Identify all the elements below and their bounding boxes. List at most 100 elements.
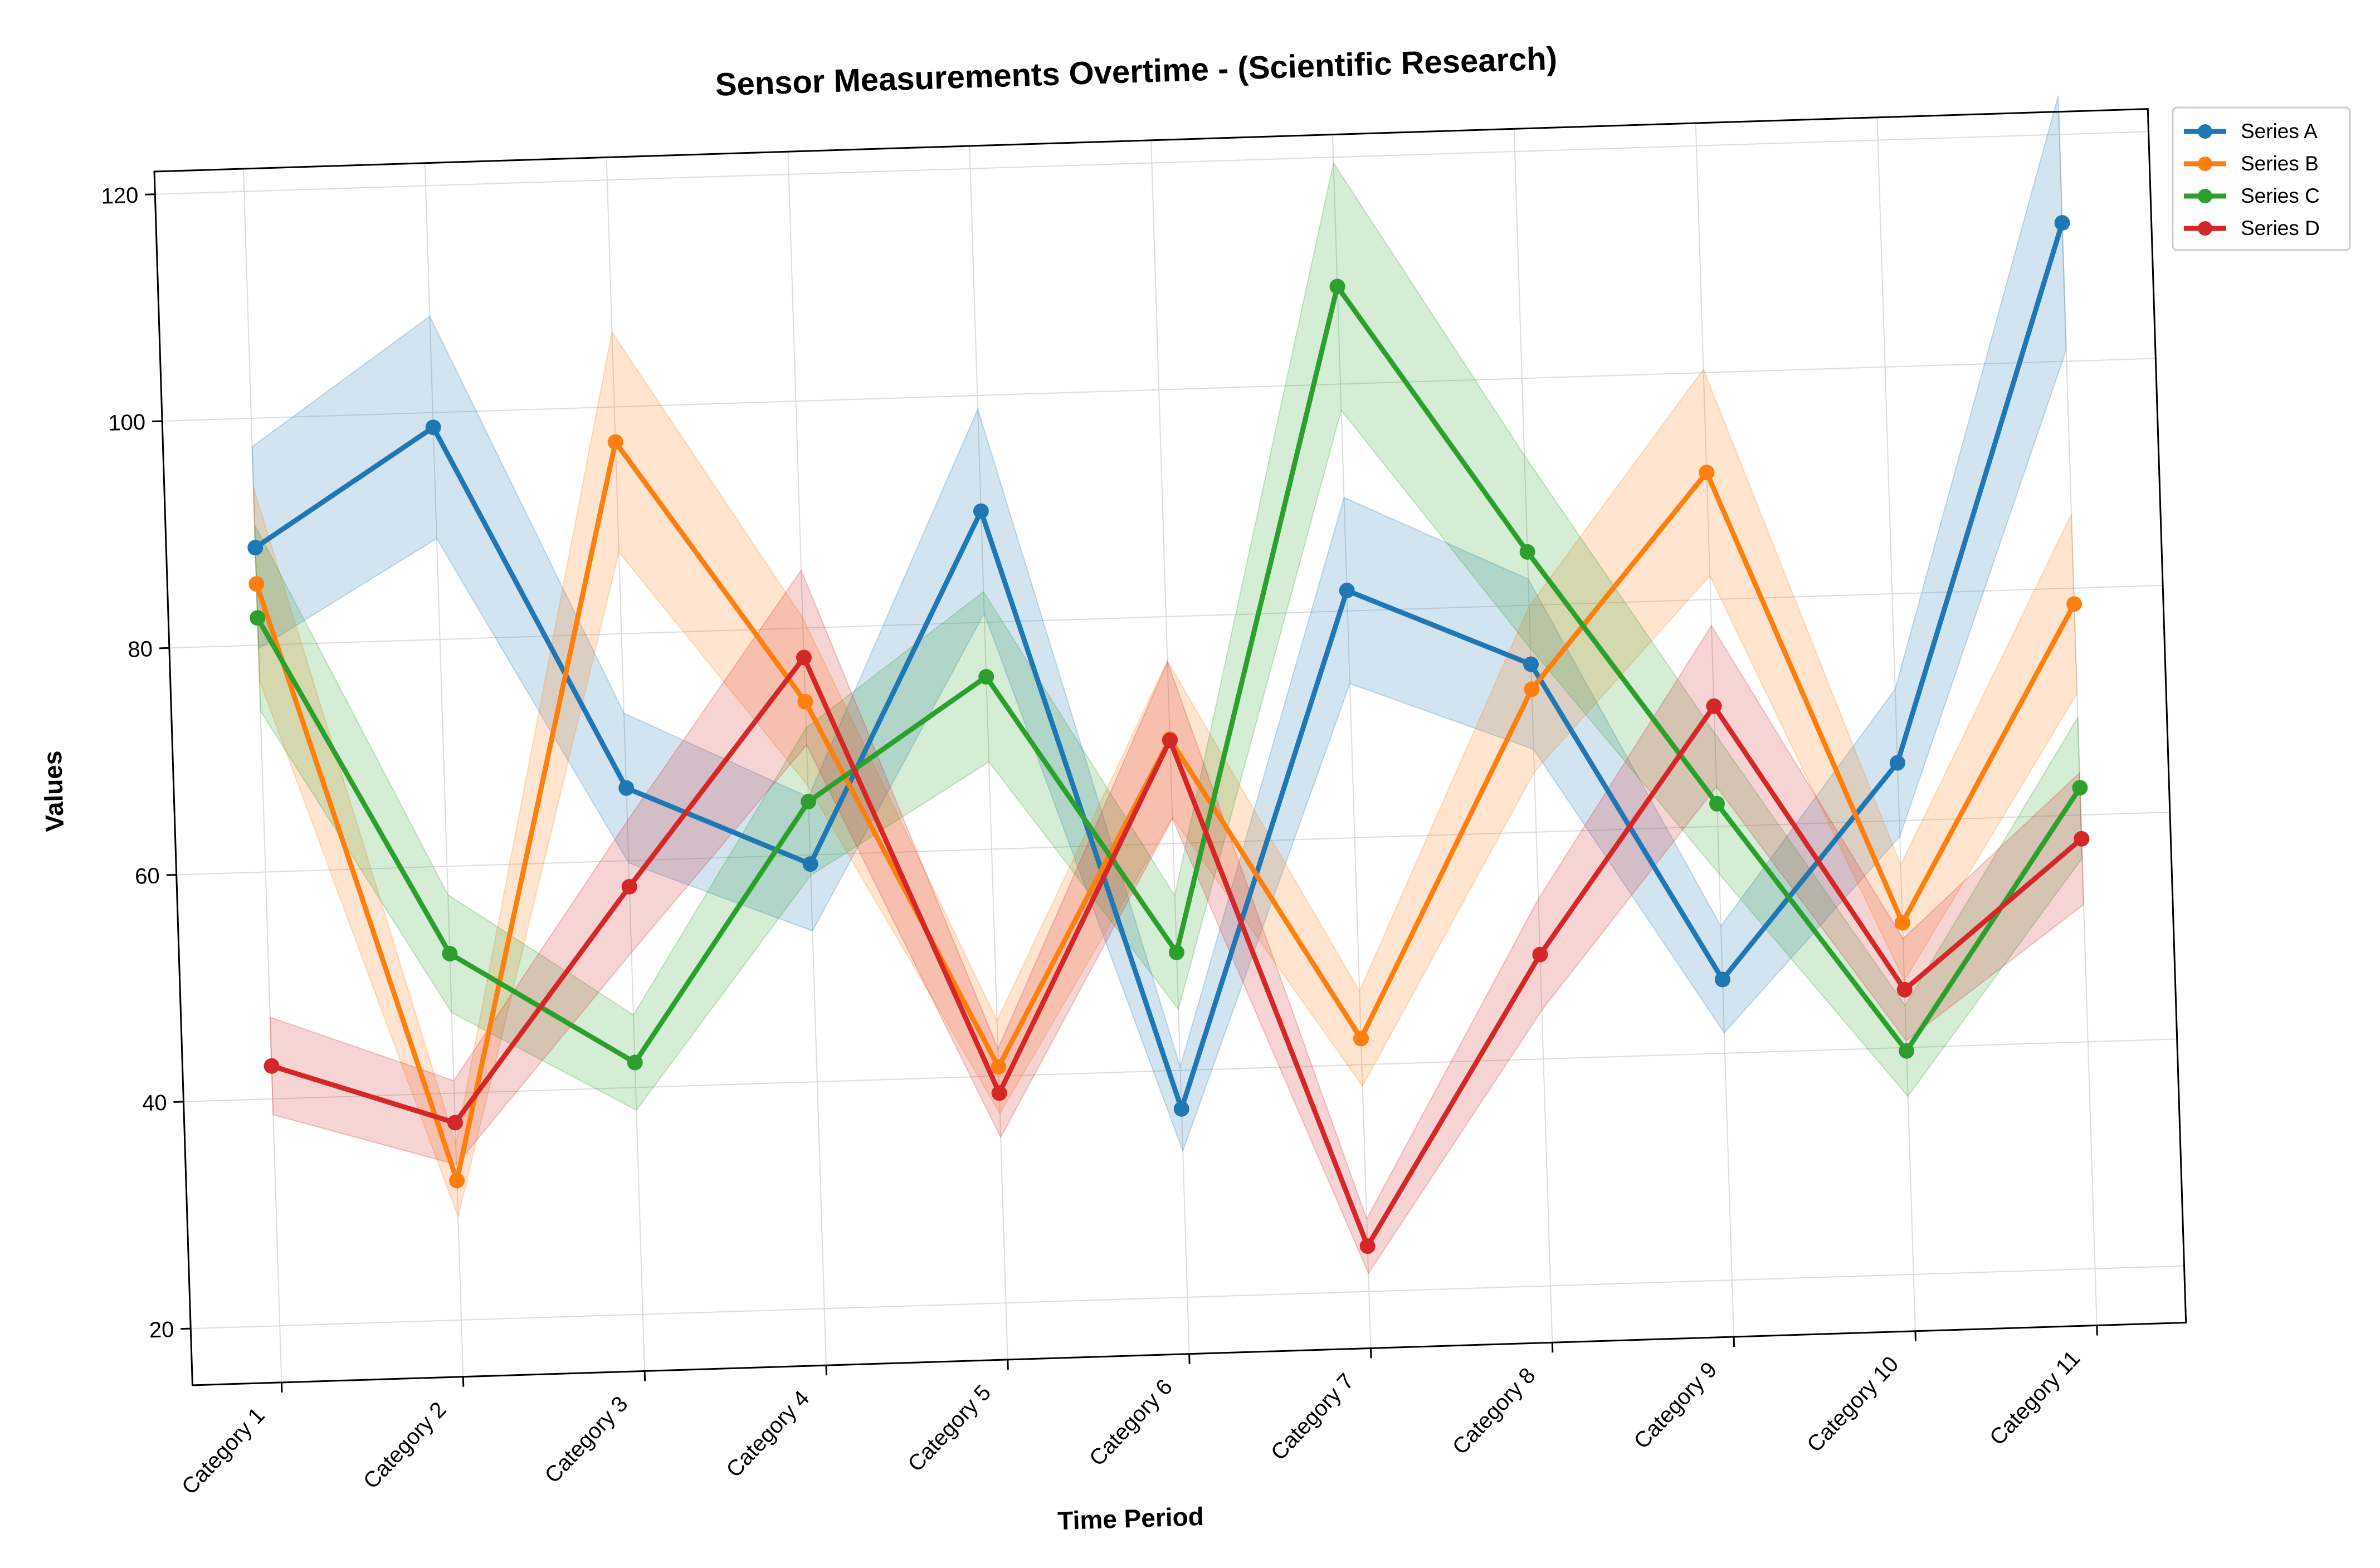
- legend-entry-series-a: Series A: [2184, 120, 2318, 143]
- y-tick-mark: [152, 420, 163, 423]
- x-grid-line: [787, 152, 827, 1366]
- y-axis-title: Values: [38, 750, 70, 832]
- y-grid-line: [191, 1265, 2184, 1330]
- series-c-point: [442, 946, 458, 962]
- y-tick-label: 60: [135, 864, 160, 889]
- x-tick-mark: [1551, 1342, 1554, 1353]
- series-a-point: [1339, 583, 1355, 599]
- series-c-point: [1168, 944, 1184, 960]
- legend-box: [2172, 106, 2351, 251]
- legend-entry-series-d: Series D: [2184, 217, 2320, 240]
- series-b-point: [1353, 1030, 1369, 1047]
- series-d-point: [1532, 946, 1548, 963]
- series-c-point: [801, 794, 817, 810]
- series-c-band: [254, 161, 2083, 1111]
- series-d-point: [447, 1115, 463, 1131]
- y-grid-line: [176, 812, 2170, 876]
- x-tick-mark: [280, 1382, 283, 1393]
- y-tick-label: 40: [142, 1091, 167, 1116]
- series-c-point: [1709, 795, 1725, 812]
- series-a-point: [618, 780, 635, 796]
- series-b-point: [797, 693, 813, 710]
- series-b-point: [1524, 681, 1540, 697]
- axis-ticks: [145, 193, 2098, 1393]
- uncertainty-bands: [251, 95, 2085, 1275]
- series-a-point: [1523, 656, 1539, 672]
- series-a-point: [1173, 1101, 1189, 1117]
- series-b-point: [1699, 465, 1715, 481]
- x-tick-mark: [462, 1376, 465, 1387]
- legend-label: Series A: [2241, 120, 2318, 143]
- x-grid-line: [2058, 111, 2098, 1326]
- series-d-point: [991, 1085, 1007, 1101]
- y-tick-labels: 20 40 60 80 100 120: [101, 183, 174, 1343]
- x-grid-line: [606, 157, 646, 1371]
- y-tick-label: 20: [149, 1317, 174, 1342]
- series-b-point: [607, 434, 623, 450]
- y-tick-mark: [166, 874, 177, 876]
- series-a-point: [2054, 215, 2070, 231]
- series-b-point: [2066, 596, 2082, 612]
- series-a-point: [247, 540, 264, 556]
- x-grid-line: [242, 168, 282, 1383]
- series-c-point: [2072, 780, 2088, 796]
- y-grid-line: [183, 1038, 2177, 1102]
- series-d-band: [269, 569, 2085, 1275]
- series-d-point: [796, 649, 812, 666]
- x-grid-line: [969, 145, 1008, 1360]
- series-b-point: [1894, 915, 1910, 931]
- x-grid-line: [1876, 117, 1916, 1331]
- legend-label: Series B: [2241, 152, 2319, 175]
- y-tick-mark: [145, 193, 155, 196]
- series-c-point: [1329, 279, 1345, 295]
- x-tick-mark: [2096, 1325, 2098, 1336]
- x-tick-mark: [825, 1365, 827, 1376]
- series-d-point: [1706, 698, 1722, 714]
- series-b-band: [252, 330, 2078, 1219]
- y-tick-label: 120: [101, 183, 139, 209]
- series-d-point: [1162, 732, 1178, 749]
- legend: Series A Series B Series C Series D: [2172, 106, 2351, 251]
- series-a-point: [1889, 755, 1905, 771]
- legend-entry-series-b: Series B: [2184, 152, 2319, 175]
- legend-entry-series-c: Series C: [2184, 184, 2320, 207]
- legend-marker: [2198, 189, 2212, 203]
- y-grid-line: [169, 584, 2163, 649]
- legend-entries: Series A Series B Series C Series D: [2184, 120, 2320, 240]
- series-markers: [247, 215, 2090, 1254]
- series-a-point: [1714, 971, 1730, 988]
- legend-marker: [2198, 157, 2212, 171]
- series-d-point: [621, 878, 637, 895]
- series-a-point: [425, 419, 441, 436]
- x-grid-line: [1513, 129, 1553, 1343]
- series-c-point: [627, 1054, 643, 1071]
- series-d-point: [2074, 831, 2090, 847]
- y-grid-line: [162, 358, 2156, 422]
- x-axis-title: Time Period: [1057, 1502, 1204, 1535]
- series-a-point: [973, 503, 989, 519]
- x-grid-line: [1695, 123, 1735, 1337]
- series-d-point: [264, 1058, 280, 1074]
- y-tick-label: 100: [108, 410, 146, 436]
- legend-label: Series D: [2241, 217, 2320, 240]
- x-grid-line: [1332, 134, 1372, 1349]
- plot-area: Category 1 Category 2 Category 3 Category 4…: [101, 95, 2187, 1499]
- series-d-point: [1359, 1238, 1376, 1254]
- series-b-point: [248, 576, 265, 592]
- series-b-point: [449, 1173, 465, 1189]
- legend-marker: [2198, 124, 2212, 139]
- series-c-point: [1519, 544, 1535, 560]
- y-grid-line: [155, 131, 2149, 195]
- y-tick-label: 80: [128, 637, 153, 662]
- x-tick-mark: [1188, 1354, 1191, 1364]
- series-c-point: [978, 669, 994, 685]
- series-c-point: [1899, 1043, 1915, 1059]
- series-b-point: [991, 1059, 1007, 1075]
- series-a-band: [251, 95, 2067, 1153]
- series-d-point: [1896, 981, 1913, 998]
- x-tick-mark: [1914, 1331, 1917, 1341]
- series-c-point: [250, 610, 266, 626]
- y-tick-mark: [181, 1327, 191, 1330]
- series-a-point: [802, 856, 818, 872]
